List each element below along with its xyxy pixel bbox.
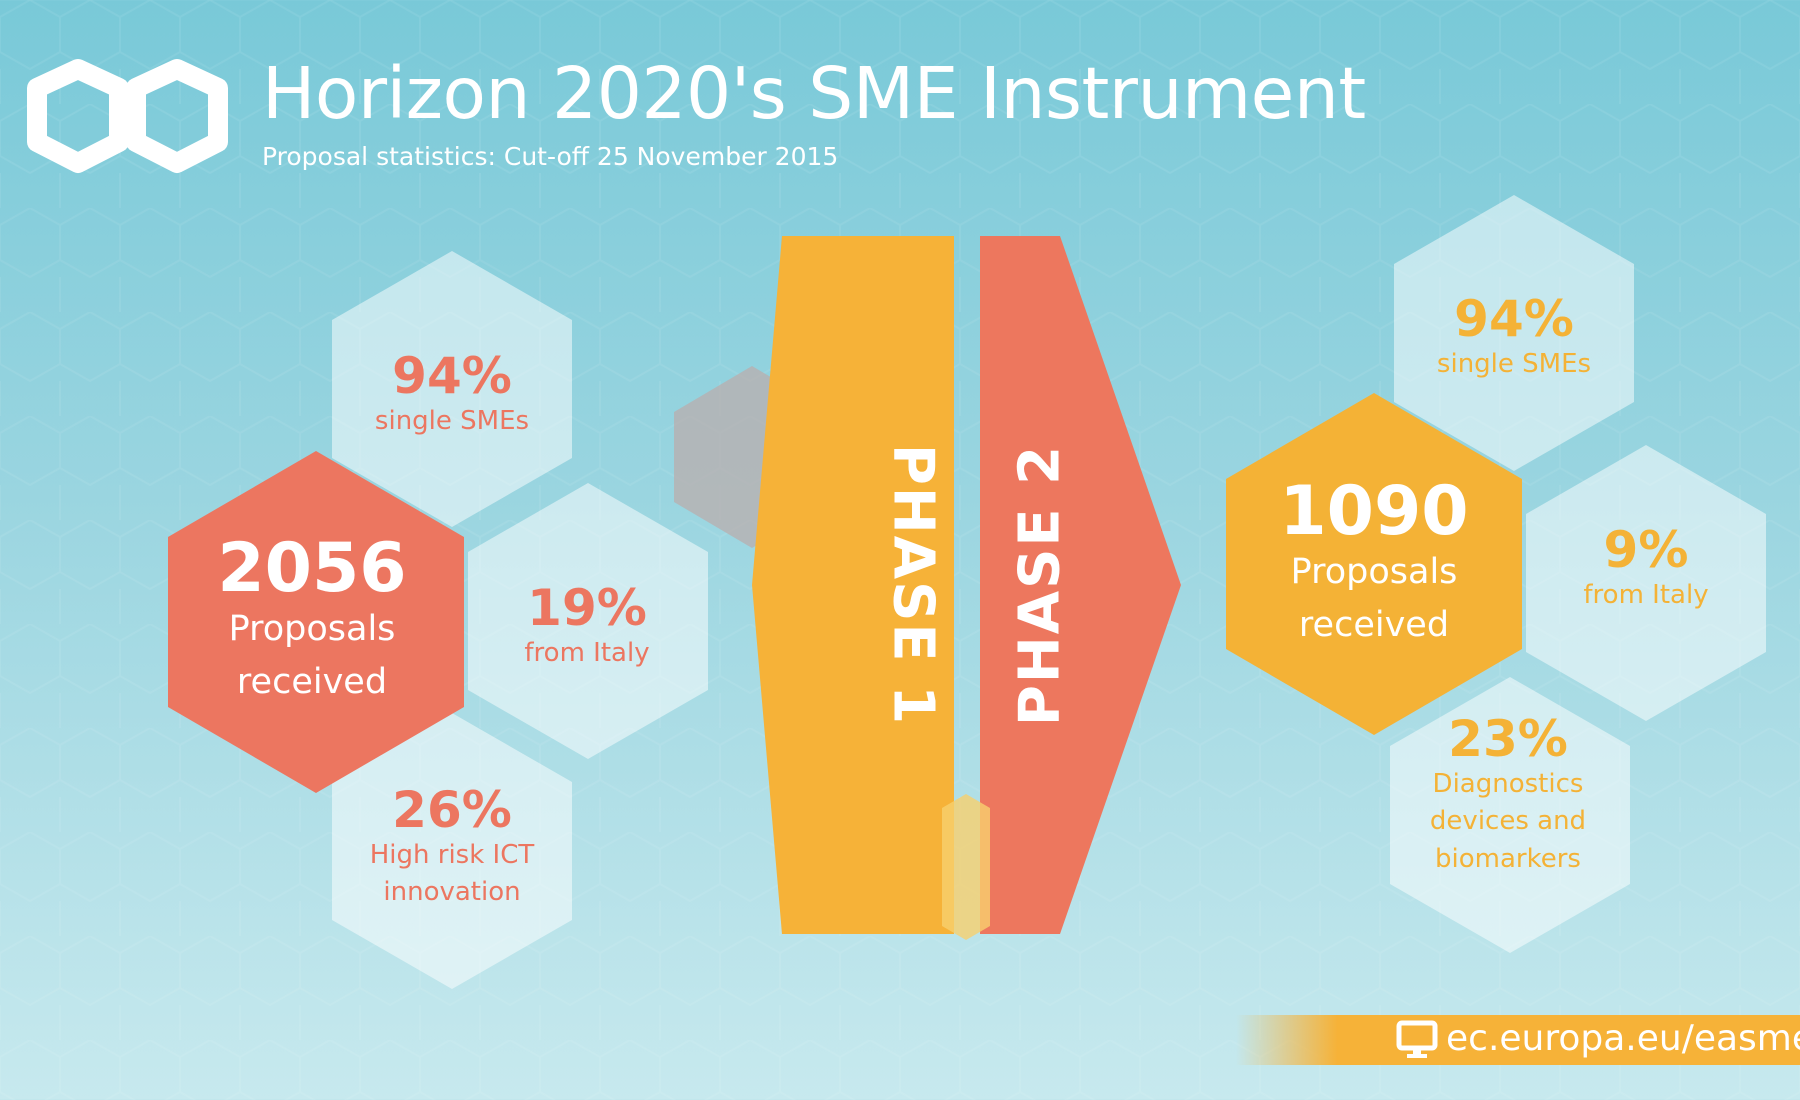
stat-value: 26% <box>392 781 512 839</box>
decor-hex <box>942 794 990 940</box>
hex-stat-ict-1 <box>332 713 572 989</box>
monitor-icon <box>1396 1020 1438 1058</box>
stat-label: Diagnostics <box>1432 768 1584 799</box>
stat-value: 23% <box>1448 710 1568 768</box>
total-caption: received <box>1298 604 1450 645</box>
footer-url-link[interactable]: ec.europa.eu/easme/ <box>1446 1018 1800 1059</box>
stat-label: single SMEs <box>1436 348 1592 379</box>
total-proposals-1: 2056 Proposals received <box>217 535 406 708</box>
total-value: 2056 <box>217 529 407 608</box>
hex-stat-single-smes-1 <box>332 251 572 527</box>
stat-italy-1: 19% from Italy <box>524 582 649 672</box>
stat-value: 9% <box>1603 521 1689 579</box>
stat-value: 94% <box>1454 290 1574 348</box>
stat-value: 94% <box>392 347 512 405</box>
stat-label: devices and <box>1429 806 1587 837</box>
stat-label: from Italy <box>524 637 650 668</box>
phase-2-shape <box>980 236 1181 934</box>
stat-single-smes-2: 94% single SMEs <box>1437 293 1591 383</box>
stat-label: innovation <box>383 877 521 908</box>
stat-value: 19% <box>527 579 647 637</box>
total-caption: Proposals <box>1290 552 1458 592</box>
stat-label: High risk ICT <box>369 839 535 870</box>
hex-total-2 <box>1226 393 1522 735</box>
stat-label: single SMEs <box>374 405 530 436</box>
total-proposals-2: 1090 Proposals received <box>1279 478 1468 651</box>
stat-italy-2: 9% from Italy <box>1583 524 1708 614</box>
hex-stat-italy-1 <box>468 483 708 759</box>
total-value: 1090 <box>1279 472 1469 551</box>
footer-bar <box>1236 1015 1800 1065</box>
phase-1-label: PHASE 1 <box>880 443 946 727</box>
stat-diagnostics-2: 23% Diagnostics devices and biomarkers <box>1430 713 1586 879</box>
phase-1-shape <box>752 236 954 934</box>
page-subtitle: Proposal statistics: Cut-off 25 November… <box>262 142 839 171</box>
total-caption: Proposals <box>228 609 396 649</box>
hex-stat-italy-2 <box>1526 445 1766 721</box>
stat-label: biomarkers <box>1435 843 1581 874</box>
hex-total-1 <box>168 451 464 793</box>
page-title: Horizon 2020's SME Instrument <box>262 52 1366 135</box>
stat-single-smes-1: 94% single SMEs <box>375 350 529 440</box>
total-caption: received <box>236 661 388 702</box>
phase-2-label: PHASE 2 <box>1007 443 1073 727</box>
hex-stat-diagnostics-2 <box>1390 677 1630 953</box>
hex-stat-single-smes-2 <box>1394 195 1634 471</box>
logo <box>27 59 228 173</box>
stat-label: from Italy <box>1583 579 1709 610</box>
stat-ict-1: 26% High risk ICT innovation <box>370 784 535 912</box>
